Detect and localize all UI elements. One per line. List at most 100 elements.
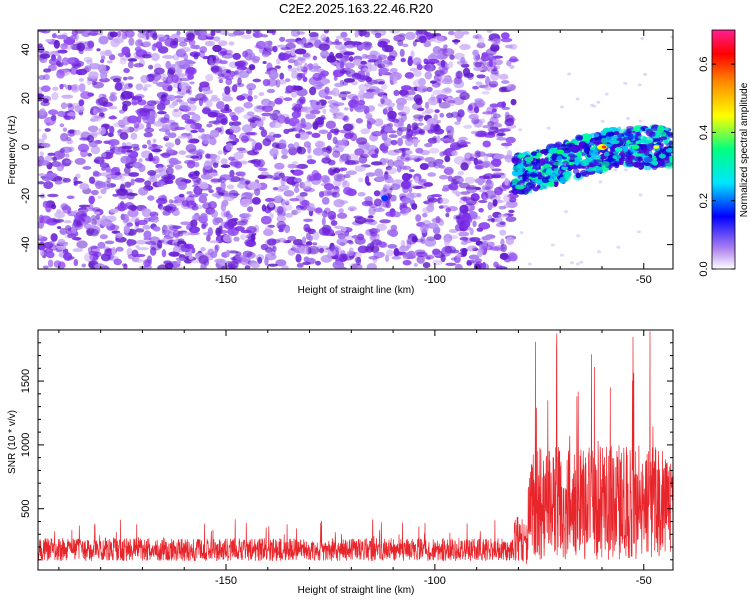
signal-speckle bbox=[637, 135, 646, 140]
noise-speckle bbox=[173, 242, 179, 246]
noise-speckle bbox=[454, 121, 461, 125]
noise-speckle bbox=[495, 65, 501, 69]
noise-speckle bbox=[300, 118, 306, 125]
noise-speckle bbox=[503, 204, 512, 209]
noise-speckle bbox=[385, 211, 396, 217]
noise-speckle bbox=[378, 241, 388, 248]
noise-speckle bbox=[505, 236, 515, 245]
noise-speckle bbox=[402, 202, 408, 207]
noise-speckle bbox=[468, 104, 473, 111]
noise-speckle bbox=[408, 154, 419, 160]
noise-speckle bbox=[550, 243, 555, 247]
noise-speckle bbox=[485, 76, 490, 85]
signal-speckle bbox=[665, 148, 673, 153]
noise-speckle bbox=[262, 60, 267, 64]
noise-speckle bbox=[458, 231, 470, 237]
noise-speckle bbox=[406, 250, 416, 259]
noise-speckle bbox=[321, 190, 333, 197]
noise-speckle bbox=[227, 261, 239, 269]
noise-speckle bbox=[235, 73, 241, 78]
noise-speckle bbox=[252, 148, 258, 154]
noise-speckle bbox=[100, 55, 106, 61]
noise-speckle bbox=[453, 255, 461, 264]
noise-speckle bbox=[498, 87, 507, 93]
noise-speckle bbox=[623, 168, 628, 172]
noise-speckle bbox=[344, 230, 350, 237]
noise-speckle bbox=[290, 30, 300, 37]
noise-speckle bbox=[93, 211, 101, 215]
signal-speckle bbox=[556, 155, 563, 163]
noise-speckle bbox=[180, 46, 191, 53]
noise-speckle bbox=[223, 221, 235, 230]
noise-speckle bbox=[509, 65, 515, 69]
noise-speckle bbox=[76, 42, 85, 52]
noise-speckle bbox=[408, 174, 413, 179]
noise-speckle bbox=[88, 176, 96, 184]
noise-speckle bbox=[381, 44, 394, 53]
noise-speckle bbox=[461, 247, 468, 257]
noise-speckle bbox=[490, 69, 499, 75]
noise-speckle bbox=[451, 150, 458, 157]
noise-speckle bbox=[474, 99, 486, 107]
noise-speckle bbox=[334, 230, 345, 236]
noise-speckle bbox=[283, 189, 295, 197]
noise-speckle bbox=[223, 193, 235, 202]
noise-speckle bbox=[261, 34, 269, 38]
noise-speckle bbox=[413, 70, 422, 77]
signal-speckle bbox=[562, 171, 572, 178]
noise-speckle bbox=[228, 41, 235, 46]
signal-speckle bbox=[657, 163, 667, 168]
signal-speckle bbox=[589, 132, 600, 138]
noise-speckle bbox=[380, 98, 385, 105]
noise-speckle bbox=[492, 199, 498, 207]
noise-speckle bbox=[208, 189, 214, 194]
noise-speckle bbox=[312, 147, 325, 156]
noise-speckle bbox=[277, 206, 284, 215]
noise-speckle bbox=[78, 99, 85, 107]
noise-speckle bbox=[433, 233, 442, 241]
x-tick-label: -150 bbox=[215, 274, 237, 286]
noise-speckle bbox=[246, 251, 256, 259]
noise-speckle bbox=[349, 101, 359, 108]
noise-speckle bbox=[217, 177, 227, 184]
noise-speckle bbox=[133, 161, 143, 169]
noise-speckle bbox=[133, 63, 144, 68]
noise-speckle bbox=[136, 115, 142, 124]
noise-speckle bbox=[305, 241, 313, 246]
noise-speckle bbox=[296, 72, 303, 81]
noise-speckle bbox=[127, 205, 138, 211]
noise-speckle bbox=[221, 53, 234, 59]
noise-speckle bbox=[227, 32, 237, 37]
noise-speckle bbox=[348, 241, 354, 245]
noise-speckle bbox=[202, 135, 211, 145]
noise-speckle bbox=[377, 54, 388, 60]
signal-speckle bbox=[552, 161, 562, 166]
noise-speckle bbox=[177, 181, 187, 191]
noise-speckle bbox=[360, 70, 366, 76]
noise-speckle bbox=[443, 137, 451, 142]
noise-speckle bbox=[276, 215, 286, 223]
noise-speckle bbox=[153, 67, 165, 75]
noise-speckle bbox=[86, 134, 95, 143]
noise-speckle bbox=[484, 186, 490, 190]
noise-speckle bbox=[212, 162, 219, 168]
noise-speckle bbox=[404, 137, 414, 147]
noise-speckle bbox=[412, 114, 425, 119]
noise-speckle bbox=[456, 139, 467, 149]
noise-speckle bbox=[100, 253, 111, 262]
noise-speckle bbox=[321, 197, 330, 205]
noise-speckle bbox=[498, 73, 509, 80]
noise-speckle bbox=[106, 177, 112, 184]
noise-speckle bbox=[38, 74, 46, 81]
noise-speckle bbox=[596, 100, 601, 104]
noise-speckle bbox=[428, 147, 440, 154]
noise-speckle bbox=[261, 100, 271, 107]
noise-speckle bbox=[172, 229, 181, 238]
noise-speckle bbox=[41, 133, 48, 141]
signal-speckle bbox=[525, 187, 531, 192]
signal-speckle bbox=[654, 131, 661, 139]
noise-speckle bbox=[233, 236, 240, 242]
noise-speckle bbox=[222, 234, 233, 243]
noise-speckle bbox=[408, 169, 415, 173]
signal-speckle bbox=[592, 162, 600, 166]
